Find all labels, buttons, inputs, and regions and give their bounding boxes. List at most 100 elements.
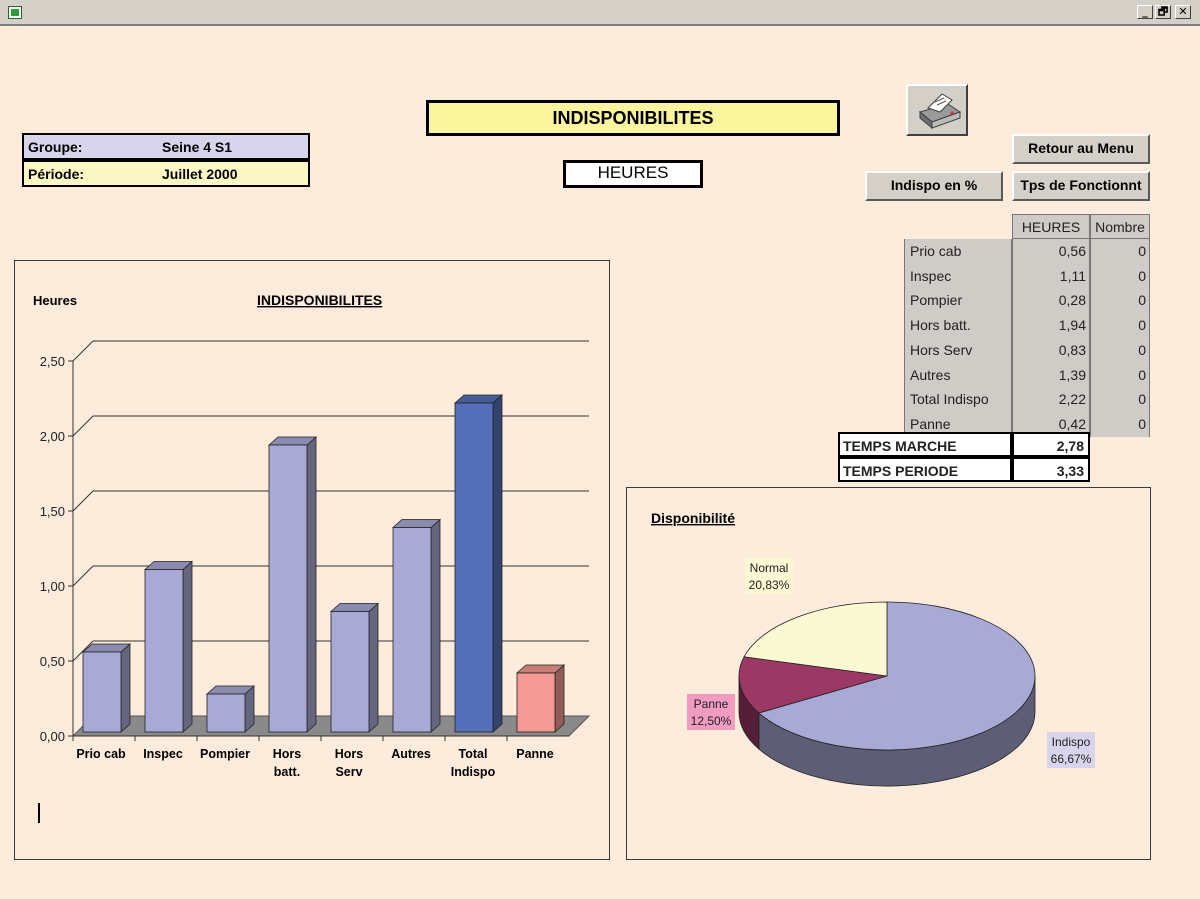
table-row-heures: 0,83 — [1012, 337, 1090, 363]
pie-label-box — [687, 694, 735, 730]
pie-label-name: Normal — [750, 561, 789, 575]
table-row-nombre: 0 — [1090, 337, 1150, 363]
bar-top — [205, 685, 256, 695]
x-tick-label: Prio cab — [76, 747, 126, 761]
window-titlebar: _ 🗗 ✕ — [0, 0, 1200, 26]
periode-value: Juillet 2000 — [162, 166, 238, 182]
x-tick-label: Inspec — [143, 747, 183, 761]
pie-title: Disponibilité — [651, 510, 735, 526]
x-tick-label: Pompier — [200, 747, 250, 761]
excel-icon — [8, 6, 22, 19]
chart-title: INDISPONIBILITES — [257, 292, 382, 308]
gridline-diag — [72, 415, 94, 437]
groupe-value: Seine 4 S1 — [162, 139, 233, 155]
bar — [144, 569, 184, 733]
table-row-label: Prio cab — [904, 239, 1012, 264]
bar-top — [329, 603, 380, 612]
groupe-label: Groupe: — [28, 139, 83, 155]
bar-side — [492, 394, 503, 733]
bar-chart: Heures INDISPONIBILITES 0,00 0,50 1,00 1,50 2,… — [33, 292, 591, 823]
y-tick-label: 0,50 — [40, 654, 65, 669]
bar-top — [143, 561, 194, 570]
temps-periode-value: 3,33 — [1012, 457, 1090, 482]
pie-slice — [757, 601, 1036, 751]
bar-side — [554, 664, 565, 733]
table-row-nombre: 0 — [1090, 288, 1150, 314]
pie-label-percent: 12,50% — [691, 714, 732, 728]
bar-chart-panel[interactable]: Heures INDISPONIBILITES 0,00 0,50 1,00 1,50 2,… — [14, 260, 610, 860]
table-row-heures: 1,94 — [1012, 313, 1090, 339]
x-tick-label: Panne — [516, 747, 554, 761]
pie-chart-panel[interactable]: Disponibilité Indispo 66,67% Panne 12,50% Nor… — [626, 487, 1151, 860]
restore-button[interactable]: 🗗 — [1155, 5, 1171, 19]
y-tick-label: 0,00 — [40, 729, 65, 744]
bar-top — [453, 394, 504, 404]
temps-marche-label: TEMPS MARCHE — [838, 432, 1012, 457]
bar-top — [267, 436, 318, 446]
close-button[interactable]: ✕ — [1175, 5, 1191, 19]
indispo-percent-button[interactable]: Indispo en % — [865, 171, 1003, 201]
y-tick-label: 1,50 — [40, 504, 65, 519]
table-row-label: Hors Serv — [904, 337, 1012, 363]
periode-box: Période: Juillet 2000 — [22, 160, 310, 187]
pie-label-name: Indispo — [1052, 735, 1091, 749]
table-row-label: Pompier — [904, 288, 1012, 314]
bar-top — [81, 643, 132, 653]
bar — [330, 611, 370, 733]
y-tick-label: 2,00 — [40, 429, 65, 444]
bar-side — [306, 436, 317, 733]
bar-side — [120, 643, 131, 733]
pie-label-percent: 20,83% — [749, 578, 790, 592]
bar-top — [515, 664, 566, 674]
table-row-nombre: 0 — [1090, 411, 1150, 437]
gridline-diag — [72, 565, 94, 587]
table-row-label: Hors batt. — [904, 313, 1012, 339]
pie-slice — [743, 601, 888, 677]
bar — [516, 672, 556, 733]
table-row-nombre: 0 — [1090, 387, 1150, 413]
pie-label-box — [745, 558, 793, 594]
table-row-heures: 2,22 — [1012, 387, 1090, 413]
column-header-heures: HEURES — [1012, 214, 1090, 239]
bar — [454, 402, 494, 733]
y-tick-label: 2,50 — [40, 354, 65, 369]
table-row-nombre: 0 — [1090, 313, 1150, 339]
y-axis-title: Heures — [33, 293, 77, 308]
table-row-heures: 0,28 — [1012, 288, 1090, 314]
table-row-nombre: 0 — [1090, 362, 1150, 388]
retour-menu-button[interactable]: Retour au Menu — [1012, 134, 1150, 164]
x-tick-label: Hors batt. — [273, 747, 302, 779]
print-button[interactable] — [906, 84, 968, 136]
temps-periode-label: TEMPS PERIODE — [838, 457, 1012, 482]
bar — [206, 693, 246, 733]
pie-label-percent: 66,67% — [1051, 752, 1092, 766]
temps-marche-value: 2,78 — [1012, 432, 1090, 457]
minimize-button[interactable]: _ — [1137, 5, 1153, 19]
table-row-label: Total Indispo — [904, 387, 1012, 413]
gridline-diag — [72, 640, 94, 662]
pie-label-name: Panne — [694, 697, 729, 711]
pie-chart: Disponibilité Indispo 66,67% Panne 12,50% Nor… — [651, 510, 1095, 787]
printer-icon — [918, 93, 962, 130]
y-tick-label: 1,00 — [40, 579, 65, 594]
table-row-nombre: 0 — [1090, 239, 1150, 264]
table-row-nombre: 0 — [1090, 263, 1150, 289]
gridline-diag — [72, 490, 94, 512]
table-row-heures: 1,11 — [1012, 263, 1090, 289]
table-row-label: Autres — [904, 362, 1012, 388]
bar-side — [430, 518, 441, 733]
page-title: INDISPONIBILITES — [426, 100, 840, 136]
bar-top — [391, 519, 442, 528]
tps-fonctionnement-button[interactable]: Tps de Fonctionnt — [1012, 171, 1150, 201]
table-row-heures: 0,56 — [1012, 239, 1090, 264]
bar — [82, 651, 122, 733]
pie-label-box — [1047, 732, 1095, 768]
gridline-diag — [72, 340, 94, 362]
column-header-nombre: Nombre — [1090, 214, 1150, 239]
groupe-box: Groupe: Seine 4 S1 — [22, 133, 310, 160]
x-tick-label: Autres — [391, 747, 431, 761]
periode-label: Période: — [28, 166, 85, 182]
pie-slice — [738, 656, 888, 714]
x-tick-label: Hors Serv — [335, 747, 364, 779]
unit-box[interactable]: HEURES — [563, 160, 703, 188]
